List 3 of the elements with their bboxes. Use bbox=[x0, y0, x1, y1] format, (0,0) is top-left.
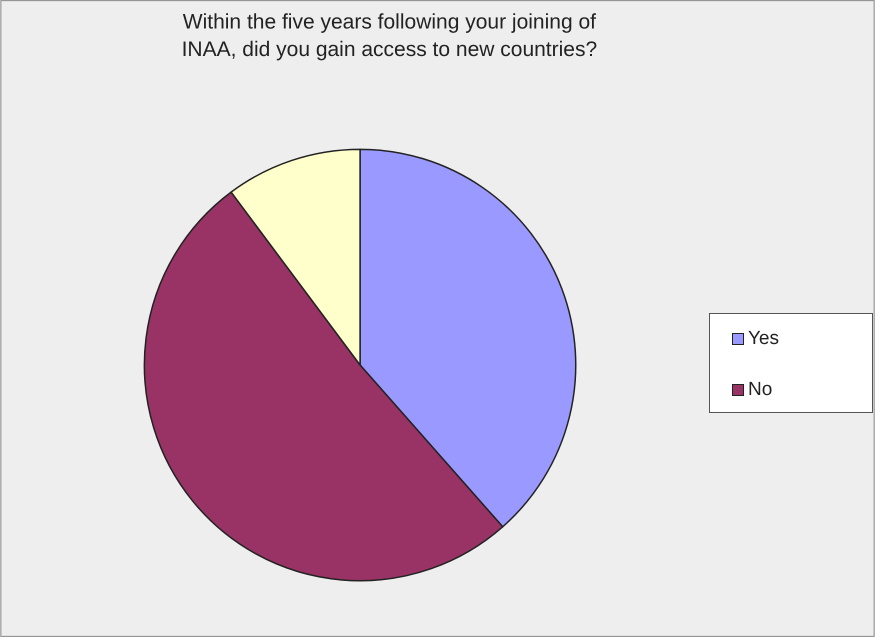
legend-label: Yes bbox=[748, 328, 779, 350]
chart-title: Within the five years following your joining of INAA, did you gain access to new countries? bbox=[182, 10, 598, 61]
legend-label: No bbox=[748, 379, 772, 401]
